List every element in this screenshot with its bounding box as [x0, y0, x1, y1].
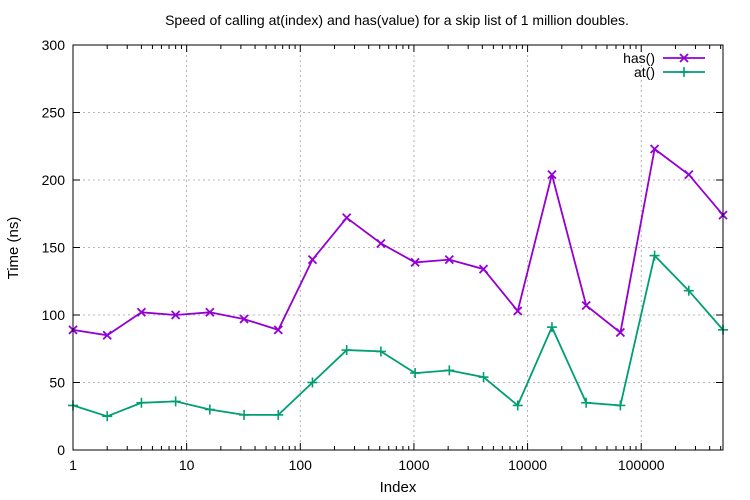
data-point — [512, 400, 523, 411]
grid-lines — [73, 45, 723, 450]
data-point — [649, 144, 660, 154]
data-point — [581, 300, 591, 311]
series-has — [68, 144, 728, 340]
legend-label: has() — [623, 50, 655, 66]
plot-series — [68, 144, 728, 422]
data-point — [581, 397, 592, 408]
data-point — [444, 255, 454, 265]
data-point — [513, 306, 523, 316]
y-tick-label: 250 — [42, 105, 66, 121]
y-tick-label: 150 — [42, 240, 66, 256]
data-point — [170, 396, 181, 407]
series-line — [72, 147, 724, 337]
data-point — [205, 307, 215, 317]
data-point — [102, 411, 113, 422]
data-point — [478, 372, 489, 383]
x-axis-label: Index — [380, 479, 417, 496]
series-line — [72, 253, 724, 418]
y-axis-label: Time (ns) — [5, 217, 22, 280]
data-point — [649, 250, 660, 261]
data-point — [102, 330, 112, 340]
x-tick-label: 100000 — [618, 457, 665, 473]
data-point — [547, 169, 557, 180]
y-tick-label: 100 — [42, 307, 66, 323]
data-point — [273, 409, 284, 420]
data-point — [376, 238, 386, 249]
data-point — [375, 346, 386, 357]
y-tick-label: 50 — [49, 375, 65, 391]
legend-swatch-marker — [679, 53, 689, 63]
legend-swatch-marker — [679, 67, 689, 77]
data-point — [136, 307, 147, 317]
data-point — [410, 257, 420, 267]
plot-frame — [72, 44, 724, 451]
data-point — [615, 327, 626, 338]
data-point — [683, 285, 694, 296]
data-point — [239, 409, 250, 420]
data-point — [204, 404, 215, 415]
data-point — [615, 400, 626, 411]
data-point — [239, 314, 249, 324]
y-tick-label: 300 — [42, 37, 66, 53]
chart-title: Speed of calling at(index) and has(value… — [165, 12, 629, 28]
data-point — [341, 345, 352, 356]
data-point — [307, 377, 318, 388]
x-tick-label: 1 — [69, 457, 77, 473]
series-at — [68, 250, 728, 422]
data-point — [273, 325, 283, 335]
data-point — [136, 397, 147, 408]
legend: has()at() — [623, 50, 705, 80]
x-tick-label: 1000 — [398, 457, 429, 473]
data-point — [342, 213, 352, 223]
data-point — [170, 310, 181, 320]
y-tick-label: 0 — [57, 442, 65, 458]
data-point — [307, 255, 318, 265]
x-tick-label: 10000 — [508, 457, 547, 473]
data-point — [410, 368, 421, 379]
x-tick-label: 10 — [179, 457, 195, 473]
y-tick-label: 200 — [42, 172, 66, 188]
data-point — [478, 264, 489, 274]
data-point — [444, 365, 455, 376]
axis-ticks: 0 50 100 150 200 250 300 1 10 100 1000 10000 100000 — [42, 37, 723, 473]
legend-label: at() — [634, 64, 655, 80]
data-point — [546, 322, 557, 333]
data-point — [684, 169, 694, 180]
x-tick-label: 100 — [289, 457, 313, 473]
